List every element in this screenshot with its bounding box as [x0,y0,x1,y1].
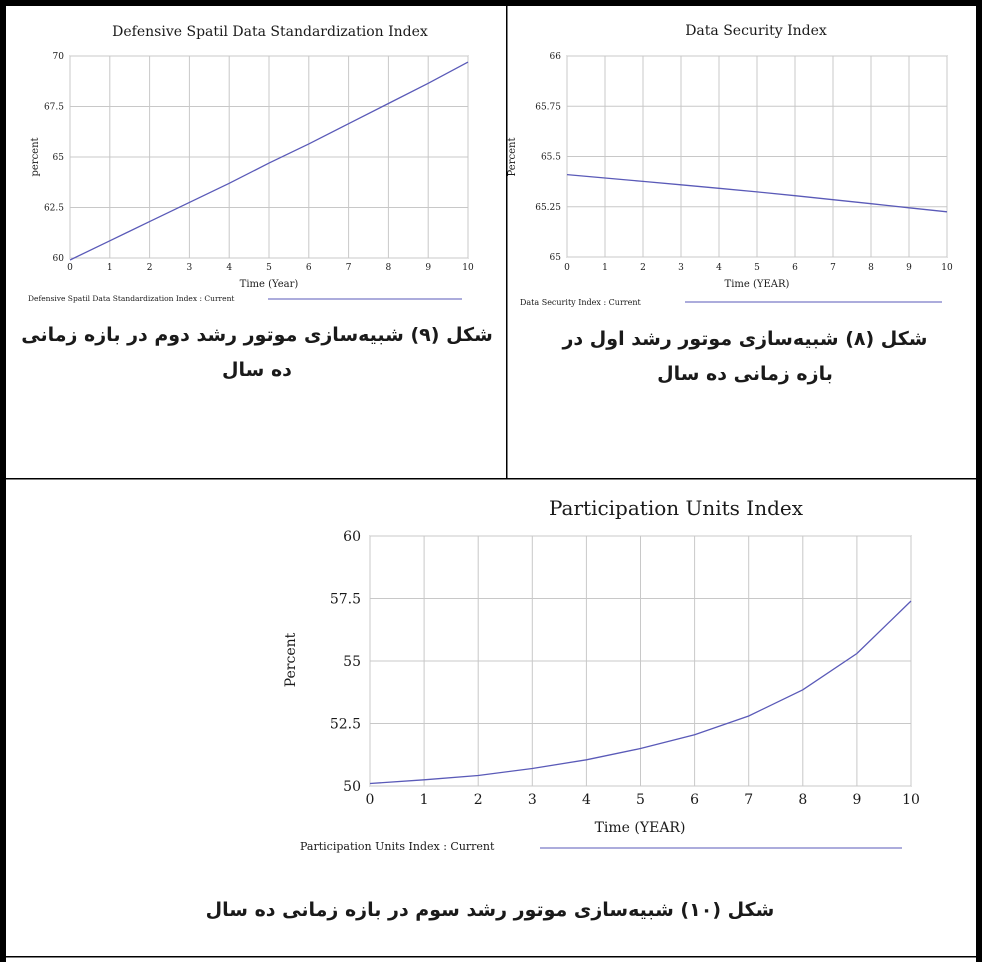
series-lines [369,600,912,785]
chart-title: Defensive Spatil Data Standardization In… [112,24,428,40]
x-tick-label: 3 [187,263,193,273]
x-tick-label: 6 [306,263,312,273]
x-tick-label: 9 [906,263,912,273]
y-tick-label: 65 [550,253,562,263]
x-tick-label: 8 [386,263,392,273]
chart-defensive-spatial-index: Defensive Spatil Data Standardization In… [28,24,474,303]
figure-9-caption: شکل (۹) شبیه‌سازی موتور رشد دوم در بازه … [21,324,493,381]
x-tick-label: 3 [678,263,684,273]
middle-divider [6,478,976,480]
x-axis-label: Time (YEAR) [725,279,790,290]
y-tick-label: 50 [343,779,361,795]
right-border [976,0,982,962]
x-tick-label: 2 [147,263,153,273]
y-tick-label: 62.5 [44,204,64,214]
bottom-border [6,956,976,958]
chart-title: Data Security Index [685,23,827,39]
legend-label: Participation Units Index : Current [300,840,495,853]
tick-labels: 0 1 2 3 4 5 6 7 8 9 10 60 62.5 65 67.5 70 [44,52,474,273]
x-tick-label: 10 [941,263,953,273]
tick-labels: 0 1 2 3 4 5 6 7 8 9 10 65 65.25 65.5 65.75 66 [535,52,953,273]
x-tick-label: 5 [754,263,760,273]
legend-label: Defensive Spatil Data Standardization In… [28,294,234,303]
grid-lines [69,55,469,259]
y-tick-label: 67.5 [44,103,64,113]
x-tick-label: 0 [564,263,570,273]
series-line-current [566,173,948,213]
grid-lines [369,535,912,787]
left-border [0,0,6,962]
chart-participation-units-index: Participation Units Index 0 1 2 3 4 5 6 7 8 9 10 50… [283,496,920,853]
y-axis-label: Percent [507,138,518,177]
x-tick-label: 1 [420,792,429,808]
series-lines [69,61,469,261]
x-tick-label: 3 [528,792,537,808]
y-tick-label: 65.25 [535,203,561,213]
x-tick-label: 8 [798,792,807,808]
x-tick-label: 4 [716,263,722,273]
top-border [0,0,982,6]
x-tick-label: 6 [792,263,798,273]
x-tick-label: 7 [830,263,836,273]
y-tick-label: 60 [53,254,65,264]
series-lines [566,173,948,213]
y-tick-label: 57.5 [330,591,361,607]
y-axis-label: Percent [283,632,299,687]
x-tick-label: 8 [868,263,874,273]
x-axis-label: Time (Year) [240,279,299,290]
y-tick-label: 60 [343,529,361,545]
x-tick-label: 7 [346,263,352,273]
legend-label: Data Security Index : Current [520,298,641,307]
x-tick-label: 4 [226,263,232,273]
x-axis-label: Time (YEAR) [595,820,686,836]
y-tick-label: 65.75 [535,102,561,112]
y-axis-label: percent [30,137,41,176]
figure-10-caption: شکل (۱۰) شبیه‌سازی موتور رشد سوم در بازه… [205,899,775,921]
x-tick-label: 1 [107,263,113,273]
y-tick-label: 65 [53,153,65,163]
y-tick-label: 55 [343,654,361,670]
series-line-current [69,61,469,261]
x-tick-label: 7 [744,792,753,808]
y-tick-label: 66 [550,52,562,62]
x-tick-label: 5 [636,792,645,808]
y-tick-label: 70 [53,52,65,62]
tick-labels: 0 1 2 3 4 5 6 7 8 9 10 50 52.5 55 57.5 60 [330,529,920,808]
y-tick-label: 65.5 [541,153,561,163]
grid-lines [566,55,948,258]
chart-data-security-index: Data Security Index 0 1 2 3 4 5 6 7 8 9 10 65 65.25 6… [507,23,953,307]
x-tick-label: 9 [425,263,431,273]
y-tick-label: 52.5 [330,716,361,732]
x-tick-label: 0 [67,263,73,273]
x-tick-label: 6 [690,792,699,808]
figure-8-caption: شکل (۸) شبیه‌سازی موتور رشد اول در بازه … [562,328,928,385]
x-tick-label: 2 [474,792,483,808]
x-tick-label: 10 [902,792,920,808]
x-tick-label: 2 [640,263,646,273]
x-tick-label: 0 [366,792,375,808]
x-tick-label: 1 [602,263,608,273]
series-line-current [369,600,912,785]
chart-title: Participation Units Index [549,496,804,520]
x-tick-label: 4 [582,792,591,808]
vertical-divider [506,6,508,478]
x-tick-label: 9 [852,792,861,808]
x-tick-label: 5 [266,263,272,273]
x-tick-label: 10 [462,263,474,273]
